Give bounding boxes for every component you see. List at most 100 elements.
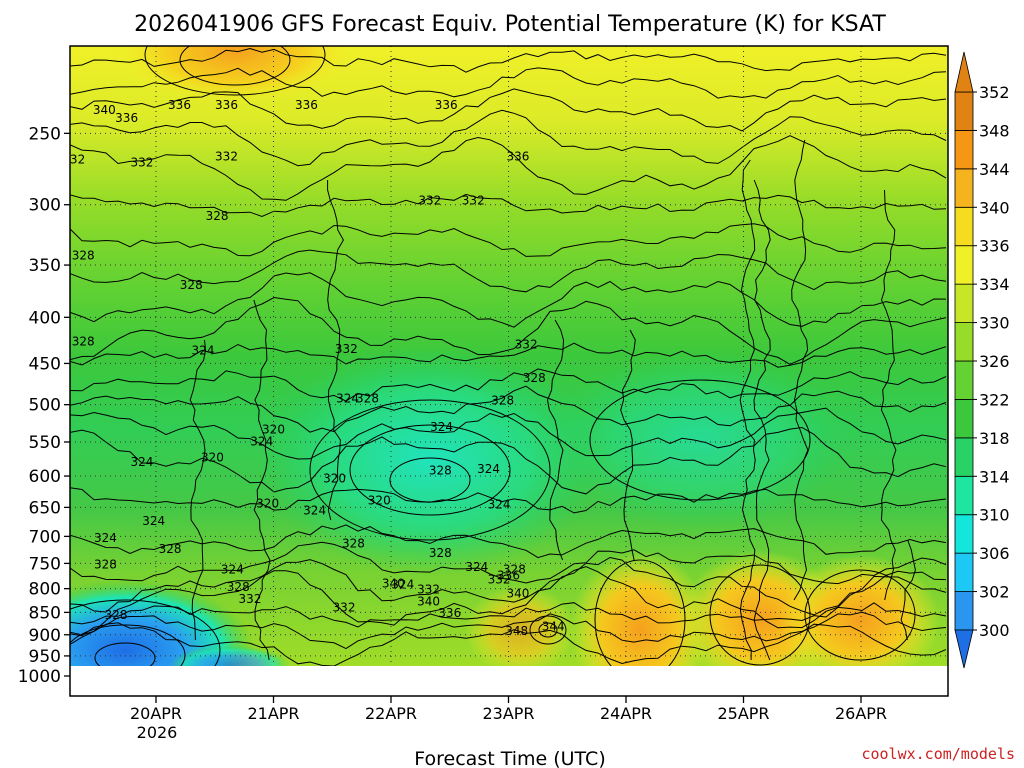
contour-ring [709, 564, 811, 666]
y-tick-label: 950 [29, 647, 61, 667]
contour-label: 332 [417, 583, 440, 597]
colorbar-label: 326 [979, 352, 1010, 371]
x-tick-label: 24APR [600, 704, 652, 723]
contour-label: 324 [465, 560, 488, 574]
contour-label: 324 [192, 344, 215, 358]
contour-ring [594, 559, 686, 666]
colorbar-swatch [954, 591, 974, 631]
colorbar-swatch [954, 245, 974, 285]
y-tick-label: 1000 [18, 667, 61, 687]
y-tick-label: 750 [29, 554, 61, 574]
contour-ring [309, 399, 551, 541]
contour-label: 328 [356, 391, 379, 405]
contour-ring [804, 569, 916, 661]
colorbar-swatch [954, 206, 974, 247]
colorbar-label: 330 [979, 314, 1010, 333]
x-tick-label: 23APR [482, 704, 534, 723]
contour-label: 336 [115, 111, 138, 125]
contour-line [70, 487, 947, 514]
contour-label: 344 [542, 619, 565, 633]
y-tick-label: 850 [29, 603, 61, 623]
chart-title: 2026041906 GFS Forecast Equiv. Potential… [134, 12, 886, 37]
x-tick-label: 21APR [247, 704, 299, 723]
contour-line [327, 180, 344, 521]
contour-label: 324 [477, 462, 500, 476]
contour-label: 328 [94, 558, 117, 572]
contour-label: 336 [295, 98, 318, 112]
colorbar-label: 352 [979, 83, 1010, 102]
credit-text: coolwx.com/models [861, 745, 1015, 763]
contour-labels: 3323283283403243283283363323243243283363… [70, 98, 565, 638]
contour-label: 340 [93, 103, 116, 117]
contour-lines [70, 46, 947, 666]
contour-ring [529, 615, 567, 645]
y-tick-label: 900 [29, 626, 61, 646]
contour-label: 320 [262, 422, 285, 436]
contour-label: 320 [323, 472, 346, 486]
contour-label: 332 [335, 342, 358, 356]
contour-label: 332 [215, 150, 238, 164]
contour-line [70, 385, 947, 433]
contour-line [70, 272, 947, 328]
contour-ring [94, 642, 156, 666]
colorbar-label: 314 [979, 467, 1010, 486]
contour-line [70, 47, 947, 73]
y-tick-label: 250 [29, 124, 61, 144]
contour-label: 328 [491, 394, 514, 408]
contour-line [189, 339, 207, 641]
contour-label: 336 [497, 569, 520, 583]
contour-line [70, 611, 947, 650]
contour-line [791, 139, 809, 601]
y-axis: 250 300 350 400 450 500 550 600 650 700 750 800 850 9… [18, 124, 70, 687]
contour-label: 336 [435, 98, 458, 112]
y-tick-label: 400 [29, 308, 61, 328]
contour-line [70, 193, 947, 218]
contour-line [753, 179, 771, 661]
colorbar-swatch [954, 360, 974, 400]
colorbar-swatch [954, 283, 974, 323]
contour-line [253, 299, 271, 661]
contour-line [70, 541, 947, 585]
contour-label: 340 [382, 577, 405, 591]
contour-ring [70, 624, 186, 666]
contour-label: 324 [221, 563, 244, 577]
x-tick-label: 25APR [717, 704, 769, 723]
contour-ring [179, 46, 291, 86]
contour-line [620, 329, 636, 561]
contour-label: 324 [303, 504, 326, 518]
colorbar-up-arrow-icon [954, 51, 974, 93]
x-tick-label: 26APR [835, 704, 887, 723]
colorbar-label: 336 [979, 237, 1010, 256]
colorbar-label: 300 [979, 621, 1010, 640]
contour-label: 340 [506, 586, 529, 600]
contour-label: 336 [168, 98, 191, 112]
colorbar-label: 302 [979, 583, 1010, 602]
contour-label: 328 [206, 209, 229, 223]
contour-label: 324 [250, 435, 273, 449]
contour-label: 328 [227, 580, 250, 594]
mid-level-minimum [260, 345, 600, 575]
colorbar-swatch [954, 552, 974, 592]
contour-label: 328 [72, 248, 95, 262]
colorbar-label: 344 [979, 160, 1010, 179]
terrain-below-ground [70, 666, 948, 695]
contour-line [70, 296, 947, 365]
contour-label: 328 [159, 542, 182, 556]
contour-label: 324 [94, 531, 117, 545]
y-tick-label: 350 [29, 256, 61, 276]
x-tick-label: 20APR [130, 704, 182, 723]
y-tick-label: 650 [29, 498, 61, 518]
colorbar-label: 334 [979, 275, 1010, 294]
colorbar-label: 310 [979, 506, 1010, 525]
low-level-cold-pool [70, 580, 255, 666]
contour-label: 324 [142, 514, 165, 528]
contour-label: 328 [429, 546, 452, 560]
contour-ring [389, 457, 471, 503]
colorbar-label: 318 [979, 429, 1010, 448]
contour-label: 328 [72, 335, 95, 349]
contour-line [70, 249, 947, 293]
contour-line [70, 67, 947, 99]
contour-label: 336 [506, 150, 529, 164]
contour-line [739, 159, 756, 661]
colorbar-down-arrow-icon [954, 629, 974, 669]
